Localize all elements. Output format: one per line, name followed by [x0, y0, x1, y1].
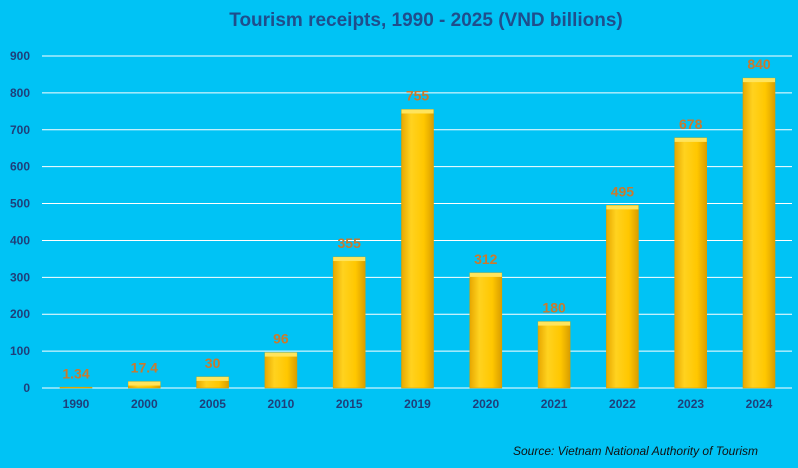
data-label-2022: 495 — [611, 183, 635, 199]
data-labels: 1.34 17.4 30 96 355 755 312 180 495 678 840 — [62, 56, 771, 381]
data-label-2005: 30 — [205, 355, 221, 371]
data-label-2010: 96 — [273, 331, 289, 347]
bar-body — [332, 256, 366, 389]
bar-2023 — [674, 137, 708, 389]
y-tick-label: 400 — [10, 233, 30, 247]
bar-top-bevel — [674, 137, 707, 142]
y-tick-label: 200 — [10, 307, 30, 321]
x-tick-label-2015: 2015 — [336, 397, 363, 411]
data-label-1990: 1.34 — [62, 366, 89, 382]
x-axis: 1990 2000 2005 2010 2015 2019 2020 2021 2022 2023… — [63, 397, 773, 411]
bar-top-bevel — [538, 321, 571, 326]
y-tick-label: 500 — [10, 197, 30, 211]
bar-top-bevel — [469, 272, 502, 277]
y-tick-label: 900 — [10, 49, 30, 63]
x-tick-label-1990: 1990 — [63, 397, 90, 411]
y-tick-label: 300 — [10, 270, 30, 284]
bar-body — [264, 352, 298, 389]
x-tick-label-2000: 2000 — [131, 397, 158, 411]
bar-2005 — [196, 376, 229, 389]
bar-2019 — [401, 109, 434, 389]
bar-2010 — [264, 352, 298, 389]
x-tick-label-2010: 2010 — [268, 397, 295, 411]
bar-body — [674, 137, 708, 389]
bar-top-bevel — [128, 381, 161, 386]
bar-body — [537, 321, 571, 389]
bar-top-bevel — [401, 109, 434, 114]
bar-2000 — [128, 381, 161, 389]
bar-top-bevel — [743, 78, 775, 83]
bar-2022 — [606, 205, 639, 389]
bar-body — [469, 272, 503, 389]
bar-top-bevel — [196, 376, 229, 381]
x-tick-label-2021: 2021 — [541, 397, 568, 411]
data-label-2021: 180 — [542, 300, 566, 316]
bar-2015 — [332, 256, 366, 389]
bars — [59, 77, 776, 389]
data-label-2024: 840 — [747, 56, 771, 72]
x-tick-label-2019: 2019 — [404, 397, 431, 411]
data-label-2019: 755 — [406, 87, 430, 103]
bar-body — [59, 386, 93, 389]
x-tick-label-2022: 2022 — [609, 397, 636, 411]
bar-1990 — [59, 386, 93, 389]
bar-2020 — [469, 272, 503, 389]
chart-title: Tourism receipts, 1990 - 2025 (VND billi… — [229, 10, 623, 31]
x-tick-label-2024: 2024 — [746, 397, 773, 411]
data-label-2020: 312 — [474, 251, 498, 267]
y-tick-label: 600 — [10, 160, 30, 174]
data-label-2023: 678 — [679, 116, 703, 132]
bar-top-bevel — [264, 352, 297, 357]
bar-2024 — [742, 77, 776, 389]
y-tick-label: 100 — [10, 344, 30, 358]
y-axis: 0 100 200 300 400 500 600 700 800 900 — [10, 49, 30, 395]
x-tick-label-2023: 2023 — [677, 397, 704, 411]
y-tick-label: 700 — [10, 123, 30, 137]
source-note: Source: Vietnam National Authority of To… — [513, 444, 758, 458]
bar-top-bevel — [333, 257, 366, 262]
y-tick-label: 0 — [23, 381, 30, 395]
x-tick-label-2005: 2005 — [199, 397, 226, 411]
bar-top-bevel — [606, 205, 639, 210]
bar-body — [401, 109, 434, 389]
data-label-2000: 17.4 — [131, 360, 158, 376]
y-tick-label: 800 — [10, 86, 30, 100]
data-label-2015: 355 — [338, 235, 362, 251]
bar-body — [742, 77, 776, 389]
x-tick-label-2020: 2020 — [472, 397, 499, 411]
bar-2021 — [537, 321, 571, 389]
bar-body — [606, 205, 639, 389]
